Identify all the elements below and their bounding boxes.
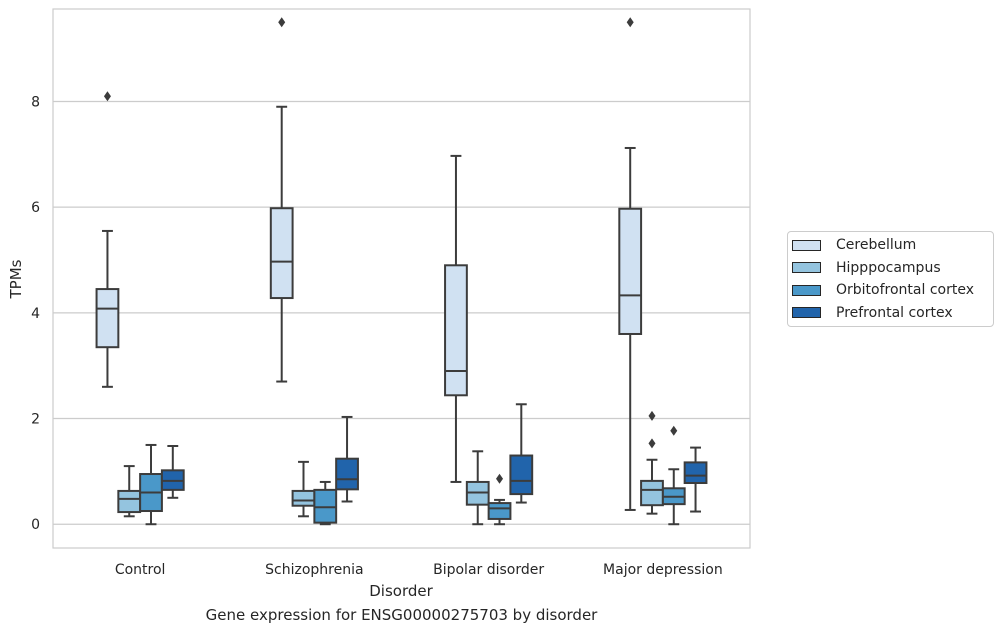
box-iqr	[683, 461, 708, 485]
outlier-point	[648, 438, 656, 449]
figure-caption: Gene expression for ENSG00000275703 by d…	[205, 606, 598, 624]
box-iqr	[269, 207, 294, 300]
box-iqr	[487, 502, 512, 520]
gridlines	[53, 100, 750, 525]
box-cerebellum	[444, 154, 468, 483]
box-iqr	[95, 288, 120, 349]
box-hipppocampus	[117, 465, 142, 518]
y-tick-label: 6	[31, 200, 40, 216]
box-orbitofrontal-cortex	[313, 480, 338, 526]
y-tick-label: 0	[31, 517, 40, 533]
plot-frame	[52, 8, 751, 549]
y-axis-label: TPMs	[7, 259, 25, 299]
legend: Cerebellum Hipppocampus Orbitofrontal cort…	[787, 231, 994, 327]
legend-label: Cerebellum	[836, 237, 917, 253]
x-tick-label: Control	[115, 562, 166, 578]
box-iqr	[509, 454, 534, 496]
outlier-point	[626, 17, 634, 28]
outlier-point	[496, 473, 504, 484]
y-tick-label: 4	[31, 306, 40, 322]
y-tick-label: 8	[31, 94, 40, 110]
legend-swatch	[792, 262, 821, 273]
legend-swatch	[792, 284, 821, 296]
box-orbitofrontal-cortex	[487, 473, 512, 526]
box-iqr	[444, 264, 468, 397]
x-tick-label: Major depression	[603, 562, 723, 578]
legend-item: Cerebellum	[792, 234, 916, 256]
box-iqr	[313, 488, 338, 524]
outlier-point	[670, 425, 678, 436]
y-tick-labels: 0 2 4 6 8	[31, 94, 40, 533]
box-iqr	[117, 489, 142, 514]
legend-label: Orbitofrontal cortex	[836, 282, 974, 298]
box-prefrontal-cortex	[160, 445, 185, 499]
outlier-point	[648, 410, 656, 421]
y-tick-label: 2	[31, 412, 40, 428]
x-tick-label: Bipolar disorder	[433, 562, 544, 578]
box-hipppocampus	[291, 460, 316, 518]
box-iqr	[618, 207, 643, 335]
legend-swatch	[792, 239, 821, 251]
legend-swatch	[792, 307, 821, 318]
outlier-point	[278, 17, 286, 28]
legend-label: Hipppocampus	[836, 259, 941, 276]
box-orbitofrontal-cortex	[139, 443, 163, 526]
x-axis-label: Disorder	[369, 582, 433, 600]
box-iqr	[640, 479, 664, 507]
x-tick-label: Schizophrenia	[265, 562, 363, 578]
box-prefrontal-cortex	[683, 446, 708, 513]
box-prefrontal-cortex	[509, 403, 534, 504]
box-orbitofrontal-cortex	[661, 425, 686, 526]
outlier-point	[103, 91, 111, 102]
box-prefrontal-cortex	[335, 415, 359, 503]
box-hipppocampus	[465, 450, 490, 526]
legend-label: Prefrontal cortex	[836, 304, 953, 321]
box-cerebellum	[95, 91, 120, 388]
legend-item: Hipppocampus	[792, 257, 941, 279]
box-iqr	[335, 457, 359, 491]
box-cerebellum	[618, 17, 643, 511]
box-groups	[95, 17, 708, 526]
box-iqr	[291, 489, 316, 507]
x-tick-labels: Control Schizophrenia Bipolar disorder Majo…	[115, 562, 723, 578]
box-cerebellum	[269, 17, 294, 383]
legend-item: Orbitofrontal cortex	[792, 279, 974, 301]
legend-item: Prefrontal cortex	[792, 302, 953, 324]
box-hipppocampus	[640, 410, 664, 515]
